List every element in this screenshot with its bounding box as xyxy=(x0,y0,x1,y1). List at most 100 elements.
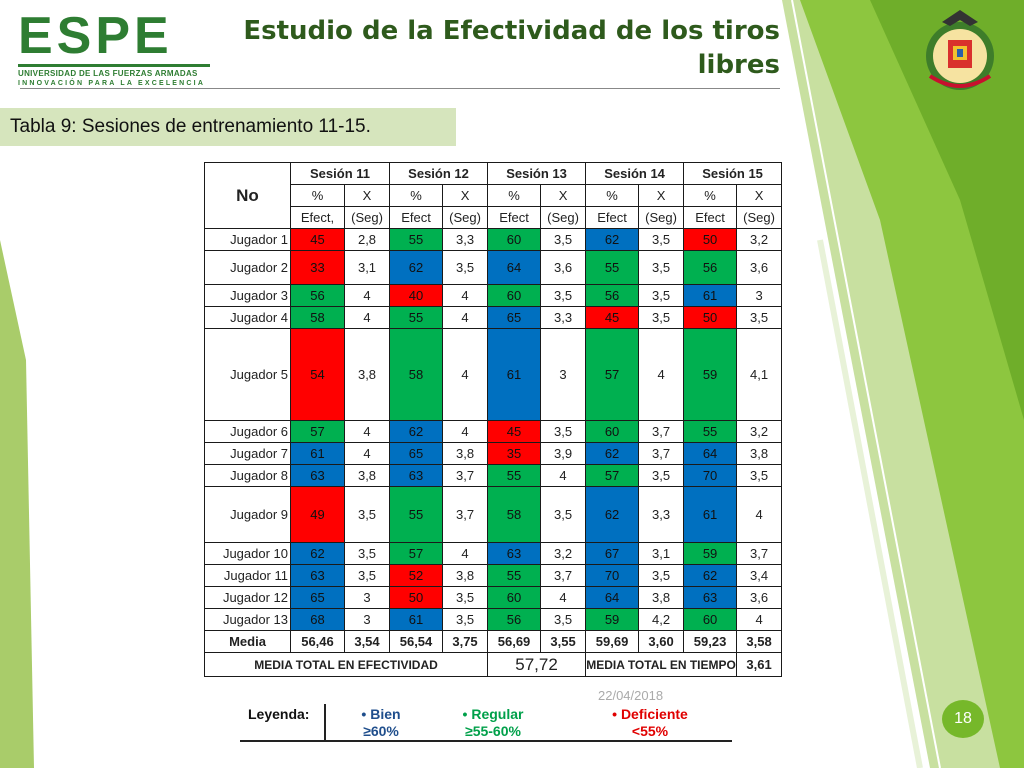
effectiveness-cell: 55 xyxy=(389,486,444,543)
table-row: No Sesión 11 Sesión 12 Sesión 13 Sesión 14 Se… xyxy=(204,162,783,229)
effectiveness-cell: 60 xyxy=(487,228,542,251)
effectiveness-cell: 56 xyxy=(290,284,345,307)
session-header: Sesión 13 xyxy=(487,162,587,185)
time-cell: 4 xyxy=(442,284,489,307)
time-cell: 3,9 xyxy=(540,442,587,465)
table-row: Jugador 6 57 4 62 4 45 3,5 60 3,7 55 3,2 xyxy=(204,420,783,443)
unit-subheader: (Seg) xyxy=(442,206,489,229)
media-value: 59,23 xyxy=(683,630,738,653)
effectiveness-cell: 64 xyxy=(585,586,640,609)
logo-underline xyxy=(18,64,210,67)
training-sessions-table: No Sesión 11 Sesión 12 Sesión 13 Sesión 14 Se… xyxy=(203,162,783,677)
effectiveness-cell: 65 xyxy=(487,306,542,329)
right-dark-green-shape xyxy=(870,0,1024,420)
table-row: Jugador 4 58 4 55 4 65 3,3 45 3,5 50 3,5 xyxy=(204,306,783,329)
time-cell: 3,7 xyxy=(736,542,783,565)
time-cell: 3,1 xyxy=(343,250,391,285)
time-cell: 2,8 xyxy=(343,228,391,251)
legend-item-range: ≥60% xyxy=(363,723,399,739)
time-subheader: X xyxy=(442,184,489,207)
legend-item-bien: • Bien ≥60% xyxy=(336,706,426,740)
media-value: 3,58 xyxy=(736,630,783,653)
effectiveness-cell: 54 xyxy=(290,328,345,421)
effectiveness-cell: 56 xyxy=(487,608,542,631)
effectiveness-cell: 45 xyxy=(487,420,542,443)
time-cell: 3,7 xyxy=(442,464,489,487)
table-row: Jugador 9 49 3,5 55 3,7 58 3,5 62 3,3 61 4 xyxy=(204,486,783,543)
effectiveness-cell: 70 xyxy=(585,564,640,587)
session-header: Sesión 12 xyxy=(389,162,489,185)
time-cell: 3,5 xyxy=(638,228,685,251)
percent-subheader: % xyxy=(585,184,640,207)
time-subheader: X xyxy=(540,184,587,207)
effectiveness-cell: 64 xyxy=(683,442,738,465)
time-cell: 4 xyxy=(343,306,391,329)
page-number: 18 xyxy=(942,700,984,738)
player-name: Jugador 7 xyxy=(204,442,291,465)
table-row: % X% X% X% X% X xyxy=(205,184,783,207)
time-cell: 3,8 xyxy=(736,442,783,465)
table-row: Jugador 12 65 3 50 3,5 60 4 64 3,8 63 3,6 xyxy=(204,586,783,609)
logo-wordmark: ESPE xyxy=(18,7,173,65)
time-cell: 3,5 xyxy=(540,228,587,251)
player-name: Jugador 3 xyxy=(204,284,291,307)
legend-item-range: <55% xyxy=(631,723,669,739)
effectiveness-cell: 33 xyxy=(290,250,345,285)
effectiveness-cell: 57 xyxy=(585,328,640,421)
unit-subheader: Efect xyxy=(683,206,738,229)
slide-title-line2: libres xyxy=(697,50,780,80)
time-cell: 3,6 xyxy=(736,250,783,285)
effectiveness-cell: 56 xyxy=(683,250,738,285)
unit-subheader: Efect xyxy=(389,206,444,229)
session-header: Sesión 11 xyxy=(289,162,391,185)
table-row: Jugador 10 62 3,5 57 4 63 3,2 67 3,1 59 3,7 xyxy=(204,542,783,565)
time-cell: 3,5 xyxy=(540,486,587,543)
effectiveness-cell: 52 xyxy=(389,564,444,587)
effectiveness-cell: 61 xyxy=(683,284,738,307)
time-cell: 4 xyxy=(343,442,391,465)
effectiveness-cell: 45 xyxy=(585,306,640,329)
left-green-sliver xyxy=(0,240,34,768)
effectiveness-cell: 35 xyxy=(487,442,542,465)
legend-underline xyxy=(240,740,732,742)
unit-subheader: (Seg) xyxy=(638,206,685,229)
time-cell: 3 xyxy=(540,328,587,421)
effectiveness-cell: 55 xyxy=(487,464,542,487)
slide-title: Estudio de la Efectividad de los tiros l… xyxy=(240,14,780,82)
player-name: Jugador 13 xyxy=(204,608,291,631)
effectiveness-cell: 61 xyxy=(683,486,738,543)
legend-item-name: Deficiente xyxy=(620,706,688,722)
time-subheader: X xyxy=(736,184,783,207)
effectiveness-cell: 45 xyxy=(290,228,345,251)
no-header: No xyxy=(204,162,291,229)
time-cell: 3,5 xyxy=(540,420,587,443)
legend-item-deficiente: • Deficiente <55% xyxy=(590,706,710,740)
effectiveness-cell: 55 xyxy=(389,228,444,251)
time-cell: 3,5 xyxy=(343,564,391,587)
time-cell: 3,5 xyxy=(638,564,685,587)
time-cell: 4,2 xyxy=(638,608,685,631)
effectiveness-cell: 64 xyxy=(487,250,542,285)
effectiveness-cell: 62 xyxy=(389,420,444,443)
unit-subheader: Efect xyxy=(585,206,640,229)
table-row: MEDIA TOTAL EN EFECTIVIDAD 57,72 MEDIA TOT… xyxy=(203,652,783,677)
time-cell: 3,8 xyxy=(638,586,685,609)
time-cell: 3,3 xyxy=(540,306,587,329)
table-row: Jugador 11 63 3,5 52 3,8 55 3,7 70 3,5 62 3,4 xyxy=(204,564,783,587)
effectiveness-cell: 55 xyxy=(487,564,542,587)
time-cell: 3,5 xyxy=(540,608,587,631)
espe-logo: ESPE UNIVERSIDAD DE LAS FUERZAS ARMADAS … xyxy=(18,10,218,90)
time-cell: 4,1 xyxy=(736,328,783,421)
media-value: 3,60 xyxy=(638,630,685,653)
effectiveness-cell: 57 xyxy=(290,420,345,443)
effectiveness-cell: 62 xyxy=(290,542,345,565)
effectiveness-cell: 58 xyxy=(290,306,345,329)
effectiveness-cell: 62 xyxy=(585,228,640,251)
unit-subheader: Efect, xyxy=(290,206,345,229)
player-name: Jugador 4 xyxy=(204,306,291,329)
time-cell: 3,6 xyxy=(736,586,783,609)
time-cell: 3,5 xyxy=(343,542,391,565)
player-name: Jugador 12 xyxy=(204,586,291,609)
legend: Leyenda: • Bien ≥60% • Regular ≥55-60% •… xyxy=(240,702,732,742)
time-cell: 3,2 xyxy=(540,542,587,565)
